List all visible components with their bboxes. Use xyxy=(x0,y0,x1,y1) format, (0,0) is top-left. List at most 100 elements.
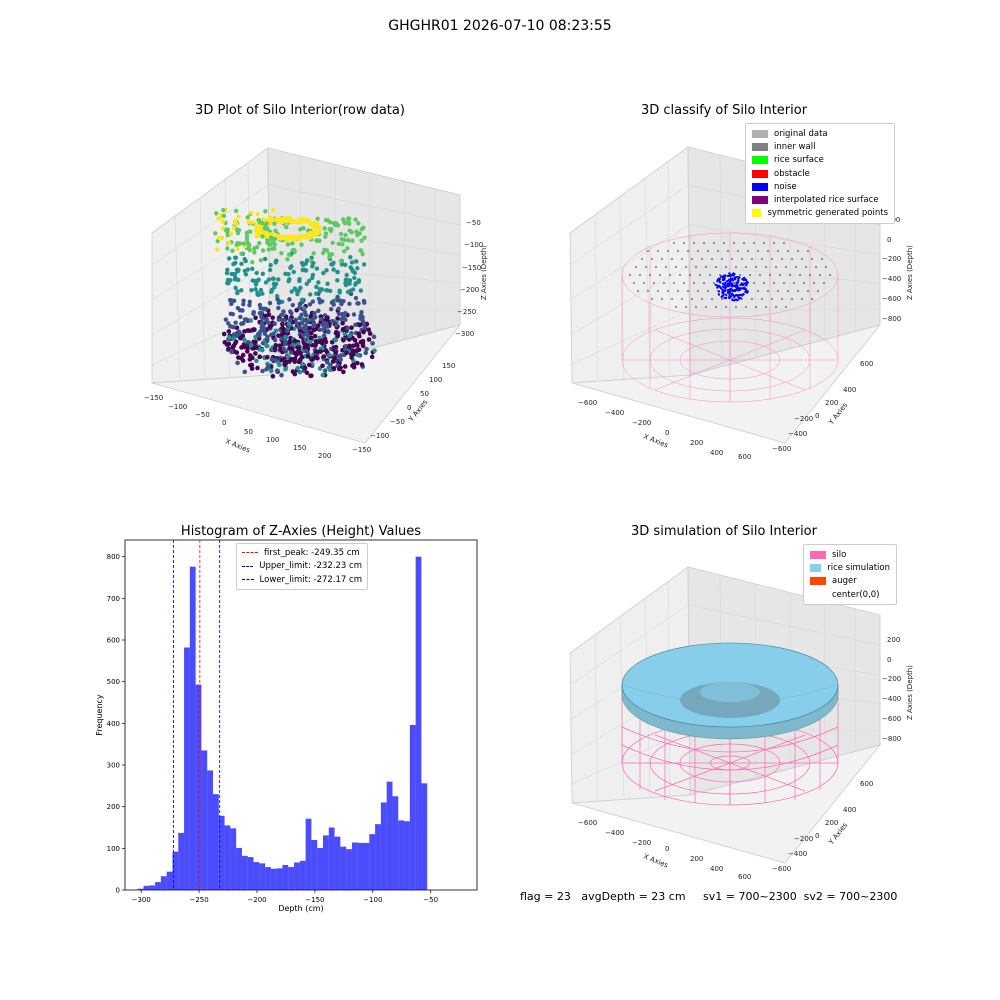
classify-surface-point xyxy=(637,290,639,292)
classify-interpolated-surface xyxy=(629,242,831,308)
classify-surface-point xyxy=(663,282,665,284)
raw-point xyxy=(288,350,294,355)
raw-point xyxy=(312,333,318,339)
raw-point xyxy=(300,267,305,273)
simulation-xtick: 600 xyxy=(738,873,751,881)
histogram-bar xyxy=(294,862,300,890)
histogram-chart[interactable]: −300 −250 −200 −150 −100 −50 0 100 200 300 400 500… xyxy=(85,535,485,920)
classify-surface-point xyxy=(823,282,825,284)
raw-point xyxy=(230,324,236,330)
raw-point xyxy=(355,352,360,358)
histogram-bar xyxy=(421,783,428,890)
classify-noise-point xyxy=(724,293,728,297)
raw-ytick: 150 xyxy=(442,362,455,370)
raw-xtick: −100 xyxy=(168,403,187,411)
raw-point xyxy=(303,338,309,343)
raw-point xyxy=(260,291,265,296)
classify-surface-point xyxy=(657,250,659,252)
raw-ztick: −150 xyxy=(462,264,481,272)
classify-surface-point xyxy=(689,274,691,276)
raw-point xyxy=(245,267,251,272)
classify-surface-point xyxy=(705,266,707,268)
legend-swatch xyxy=(752,196,768,205)
raw-point xyxy=(304,281,309,287)
classify-3d-plot[interactable]: −600 −400 −200 0 200 400 600 X Axies 600… xyxy=(560,125,920,465)
raw-point xyxy=(283,271,288,277)
raw-point xyxy=(270,208,276,213)
classify-surface-point xyxy=(675,306,677,308)
classify-surface-point xyxy=(767,250,769,252)
raw-point xyxy=(285,257,290,262)
classify-surface-point xyxy=(787,250,789,252)
histogram-bar xyxy=(363,842,370,890)
classify-surface-point xyxy=(645,266,647,268)
classify-surface-point xyxy=(815,266,817,268)
classify-noise-point xyxy=(731,298,734,302)
raw-point xyxy=(329,319,335,324)
raw-point xyxy=(299,354,305,360)
classify-noise-point xyxy=(746,290,749,294)
raw-point xyxy=(245,345,250,351)
classify-ztick: −400 xyxy=(882,275,901,283)
classify-surface-point xyxy=(753,282,755,284)
raw-point xyxy=(344,350,349,356)
raw-point xyxy=(298,285,303,290)
classify-surface-point xyxy=(773,282,775,284)
raw-point xyxy=(300,361,305,367)
raw-point xyxy=(254,345,259,350)
raw-point xyxy=(301,326,306,331)
classify-x-ticks: −600 −400 −200 0 200 400 600 xyxy=(578,399,751,461)
raw-point xyxy=(279,357,284,363)
classify-noise-point xyxy=(723,296,726,300)
raw-point xyxy=(224,229,230,234)
raw-point xyxy=(337,290,342,295)
raw-point xyxy=(253,351,258,356)
classify-noise-cluster xyxy=(714,272,749,302)
raw-point xyxy=(354,348,359,353)
legend-swatch xyxy=(810,550,826,559)
raw-point xyxy=(369,354,375,360)
raw-point xyxy=(291,269,296,275)
raw-point xyxy=(250,327,256,332)
raw-xtick: 0 xyxy=(222,419,226,427)
raw-point xyxy=(250,266,255,272)
classify-surface-point xyxy=(701,298,703,300)
raw-point xyxy=(292,356,298,361)
classify-surface-point xyxy=(629,274,631,276)
raw-ztick: −300 xyxy=(455,330,474,338)
classify-noise-point xyxy=(727,291,730,294)
raw-point xyxy=(316,280,321,285)
raw-point xyxy=(242,256,247,262)
raw-point xyxy=(321,333,327,339)
raw-3d-plot[interactable]: −150 −100 −50 0 50 100 150 200 X Axies 1… xyxy=(130,125,490,465)
classify-surface-point xyxy=(709,274,711,276)
classify-surface-point xyxy=(785,266,787,268)
raw-point xyxy=(317,327,323,332)
classify-noise-point xyxy=(736,281,740,284)
raw-point xyxy=(304,370,310,376)
histogram-ytick-label: 500 xyxy=(107,678,120,686)
raw-point xyxy=(233,320,238,325)
raw-point xyxy=(330,359,336,364)
raw-xtick: −50 xyxy=(195,411,210,419)
raw-point xyxy=(314,349,320,355)
raw-point xyxy=(343,262,348,268)
raw-point xyxy=(226,329,232,334)
simulation-z-ticks: 200 0 −200 −400 −600 −800 xyxy=(882,636,901,743)
raw-point xyxy=(371,334,377,340)
classify-ytick: −600 xyxy=(772,445,791,453)
raw-point xyxy=(345,278,350,283)
classify-surface-point xyxy=(761,298,763,300)
classify-ytick: 400 xyxy=(843,386,856,394)
raw-point xyxy=(228,231,234,236)
simulation-3d-plot[interactable]: −600 −400 −200 0 200 400 600 X Axies 600… xyxy=(560,545,920,885)
raw-point xyxy=(275,368,280,373)
classify-noise-point xyxy=(733,272,736,276)
raw-point xyxy=(221,213,227,219)
raw-point xyxy=(261,306,266,312)
raw-point xyxy=(354,229,359,234)
raw-point xyxy=(294,352,299,357)
raw-point xyxy=(348,265,353,270)
raw-point xyxy=(314,266,320,271)
raw-point xyxy=(311,327,317,333)
